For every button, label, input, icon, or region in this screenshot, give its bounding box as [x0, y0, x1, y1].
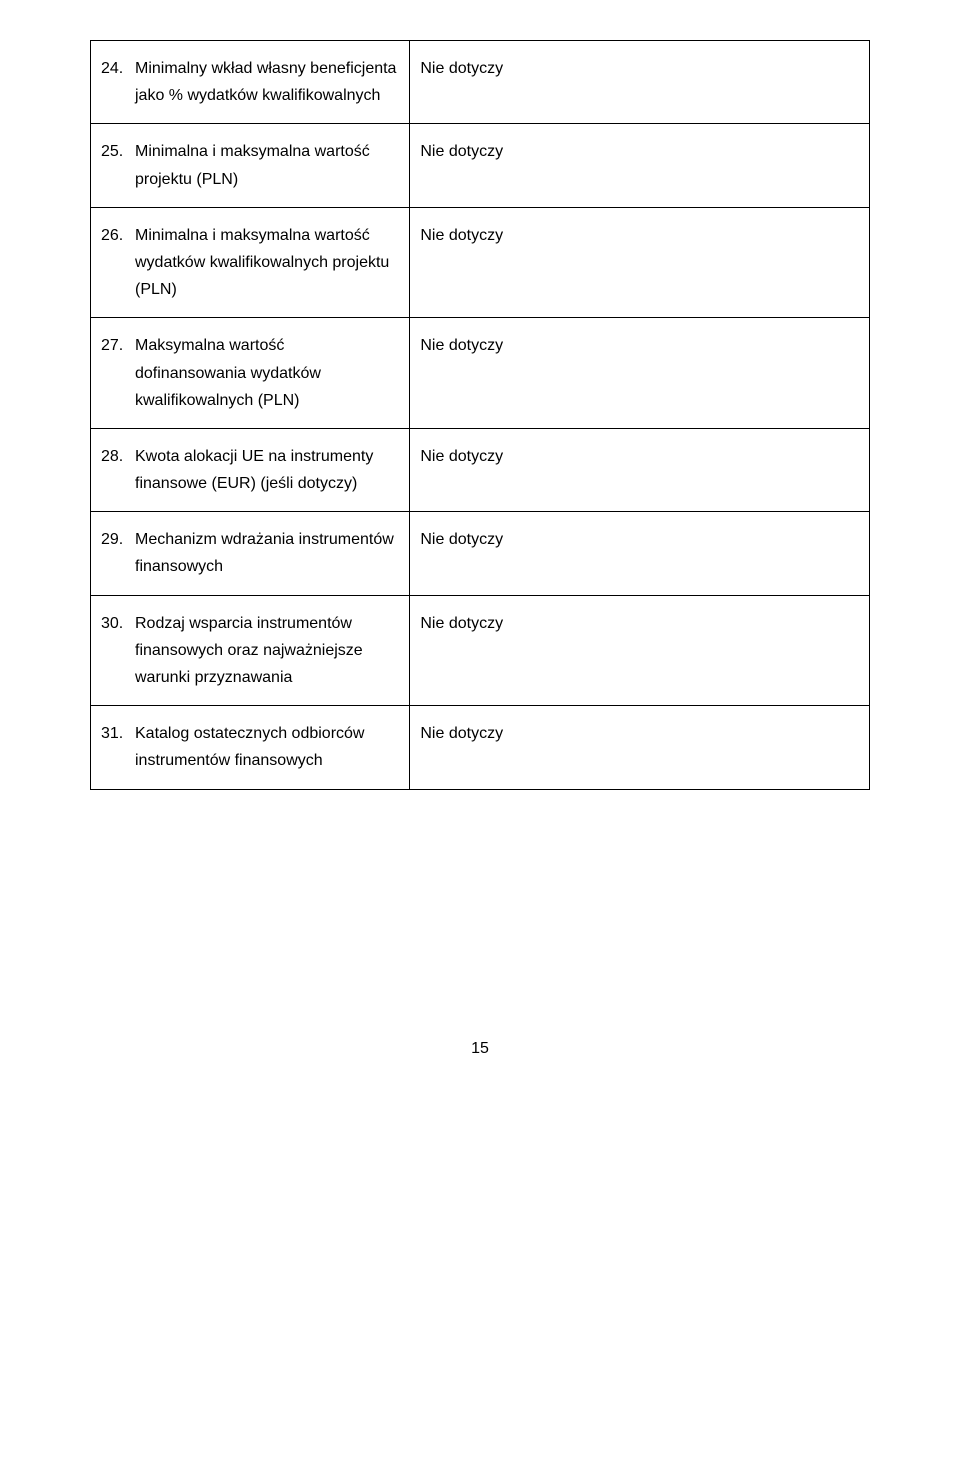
- row-label-cell: 25.Minimalna i maksymalna wartość projek…: [91, 124, 410, 207]
- row-label: Minimalny wkład własny beneficjenta jako…: [135, 55, 397, 109]
- row-value-cell: Nie dotyczy: [410, 512, 870, 595]
- row-label-cell: 31.Katalog ostatecznych odbiorców instru…: [91, 706, 410, 789]
- table-row: 30.Rodzaj wsparcia instrumentów finansow…: [91, 595, 870, 706]
- table-row: 24.Minimalny wkład własny beneficjenta j…: [91, 41, 870, 124]
- row-label-cell: 29.Mechanizm wdrażania instrumentów fina…: [91, 512, 410, 595]
- row-label: Kwota alokacji UE na instrumenty finanso…: [135, 443, 397, 497]
- table-row: 26.Minimalna i maksymalna wartość wydatk…: [91, 207, 870, 318]
- row-label-cell: 24.Minimalny wkład własny beneficjenta j…: [91, 41, 410, 124]
- table-row: 25.Minimalna i maksymalna wartość projek…: [91, 124, 870, 207]
- row-label: Rodzaj wsparcia instrumentów finansowych…: [135, 610, 397, 692]
- row-label: Minimalna i maksymalna wartość wydatków …: [135, 222, 397, 304]
- row-value-cell: Nie dotyczy: [410, 595, 870, 706]
- row-number: 26.: [101, 222, 135, 249]
- row-label: Maksymalna wartość dofinansowania wydatk…: [135, 332, 397, 414]
- row-number: 25.: [101, 138, 135, 165]
- row-number: 28.: [101, 443, 135, 470]
- row-value-cell: Nie dotyczy: [410, 207, 870, 318]
- table-body: 24.Minimalny wkład własny beneficjenta j…: [91, 41, 870, 790]
- table-row: 27.Maksymalna wartość dofinansowania wyd…: [91, 318, 870, 429]
- row-label-cell: 27.Maksymalna wartość dofinansowania wyd…: [91, 318, 410, 429]
- row-number: 27.: [101, 332, 135, 359]
- row-number: 31.: [101, 720, 135, 747]
- table-row: 28.Kwota alokacji UE na instrumenty fina…: [91, 428, 870, 511]
- row-number: 29.: [101, 526, 135, 553]
- row-value-cell: Nie dotyczy: [410, 41, 870, 124]
- row-label: Katalog ostatecznych odbiorców instrumen…: [135, 720, 397, 774]
- row-label-cell: 30.Rodzaj wsparcia instrumentów finansow…: [91, 595, 410, 706]
- row-value-cell: Nie dotyczy: [410, 124, 870, 207]
- row-label: Mechanizm wdrażania instrumentów finanso…: [135, 526, 397, 580]
- row-label-cell: 28.Kwota alokacji UE na instrumenty fina…: [91, 428, 410, 511]
- table-row: 29.Mechanizm wdrażania instrumentów fina…: [91, 512, 870, 595]
- page-number: 15: [90, 1040, 870, 1058]
- row-value-cell: Nie dotyczy: [410, 706, 870, 789]
- row-label-cell: 26.Minimalna i maksymalna wartość wydatk…: [91, 207, 410, 318]
- row-number: 24.: [101, 55, 135, 82]
- row-label: Minimalna i maksymalna wartość projektu …: [135, 138, 397, 192]
- row-number: 30.: [101, 610, 135, 637]
- table-row: 31.Katalog ostatecznych odbiorców instru…: [91, 706, 870, 789]
- row-value-cell: Nie dotyczy: [410, 318, 870, 429]
- row-value-cell: Nie dotyczy: [410, 428, 870, 511]
- document-table: 24.Minimalny wkład własny beneficjenta j…: [90, 40, 870, 790]
